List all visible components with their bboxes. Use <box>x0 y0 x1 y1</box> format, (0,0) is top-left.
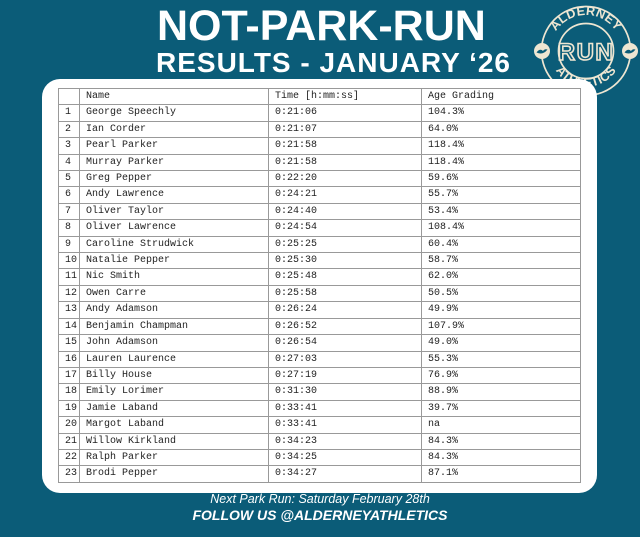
svg-text:ALDERNEY: ALDERNEY <box>547 4 625 34</box>
svg-text:RUN: RUN <box>558 39 615 66</box>
